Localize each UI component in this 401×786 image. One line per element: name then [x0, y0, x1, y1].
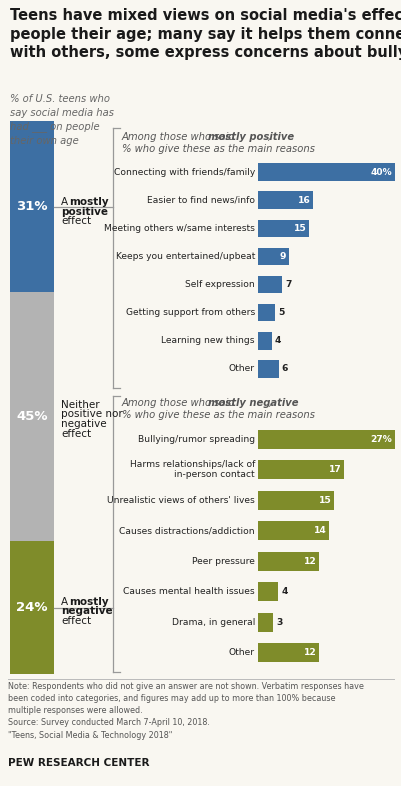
Text: 6: 6 [281, 365, 287, 373]
Bar [257, 248, 288, 265]
Bar [10, 542, 54, 674]
Text: 12: 12 [303, 556, 316, 566]
Text: Keeps you entertained/upbeat: Keeps you entertained/upbeat [115, 252, 254, 261]
Bar [257, 582, 277, 601]
Text: effect: effect [61, 615, 91, 626]
Text: PEW RESEARCH CENTER: PEW RESEARCH CENTER [8, 758, 149, 768]
Bar [257, 276, 281, 293]
Bar [257, 304, 274, 321]
Bar [257, 430, 394, 449]
Bar [257, 643, 318, 662]
Text: Getting support from others: Getting support from others [126, 308, 254, 318]
Text: positive nor: positive nor [61, 409, 122, 419]
Bar [257, 521, 328, 540]
Bar [257, 360, 278, 377]
Text: Connecting with friends/family: Connecting with friends/family [113, 167, 254, 177]
Text: 12: 12 [303, 648, 316, 657]
Text: 31%: 31% [16, 200, 48, 213]
Text: Learning new things: Learning new things [161, 336, 254, 345]
Text: Unrealistic views of others' lives: Unrealistic views of others' lives [107, 496, 254, 505]
Bar [257, 163, 394, 181]
Text: ,: , [268, 398, 271, 408]
Text: 15: 15 [294, 224, 306, 233]
Bar [257, 490, 333, 509]
Text: 27%: 27% [370, 435, 391, 444]
Bar [257, 461, 343, 479]
Bar [10, 292, 54, 542]
Text: Easier to find news/info: Easier to find news/info [147, 196, 254, 204]
Bar [257, 219, 309, 237]
Text: effect: effect [61, 429, 91, 439]
Text: Drama, in general: Drama, in general [171, 618, 254, 626]
Text: 45%: 45% [16, 410, 48, 424]
Text: Bullying/rumor spreading: Bullying/rumor spreading [138, 435, 254, 444]
Text: mostly negative: mostly negative [207, 398, 298, 408]
Text: 24%: 24% [16, 601, 48, 614]
Bar [257, 332, 271, 350]
Text: 4: 4 [281, 587, 287, 597]
Text: Harms relationships/lack of
in-person contact: Harms relationships/lack of in-person co… [129, 460, 254, 479]
Bar [257, 552, 318, 571]
Text: 9: 9 [279, 252, 286, 261]
Text: Neither: Neither [61, 400, 99, 410]
Text: Causes mental health issues: Causes mental health issues [123, 587, 254, 597]
Text: Among those who said: Among those who said [122, 398, 238, 408]
Text: 16: 16 [297, 196, 310, 204]
Text: Causes distractions/addiction: Causes distractions/addiction [119, 527, 254, 535]
Bar [10, 121, 54, 292]
Text: mostly: mostly [69, 597, 108, 607]
Text: Note: Respondents who did not give an answer are not shown. Verbatim responses h: Note: Respondents who did not give an an… [8, 682, 363, 740]
Bar [257, 192, 312, 209]
Text: ,: , [267, 132, 270, 142]
Text: effect: effect [61, 215, 91, 226]
Text: Other: Other [228, 648, 254, 657]
Text: % of U.S. teens who
say social media has
had ___ on people
their own age: % of U.S. teens who say social media has… [10, 94, 114, 145]
Text: Self expression: Self expression [185, 280, 254, 289]
Text: 4: 4 [274, 336, 280, 345]
Text: positive: positive [61, 207, 108, 217]
Text: mostly positive: mostly positive [207, 132, 294, 142]
Text: Among those who said: Among those who said [122, 132, 238, 142]
Text: negative: negative [61, 419, 106, 429]
Text: 14: 14 [313, 527, 326, 535]
Text: 7: 7 [284, 280, 291, 289]
Text: 3: 3 [275, 618, 282, 626]
Text: Peer pressure: Peer pressure [192, 556, 254, 566]
Text: 17: 17 [328, 465, 341, 474]
Text: A: A [61, 196, 71, 207]
Text: A: A [61, 597, 71, 607]
Text: Teens have mixed views on social media's effect on
people their age; many say it: Teens have mixed views on social media's… [10, 8, 401, 61]
Text: mostly: mostly [69, 196, 108, 207]
Text: 5: 5 [277, 308, 284, 318]
Text: % who give these as the main reasons: % who give these as the main reasons [122, 144, 314, 154]
Text: Meeting others w/same interests: Meeting others w/same interests [104, 224, 254, 233]
Text: negative: negative [61, 606, 112, 615]
Text: 40%: 40% [370, 167, 391, 177]
Bar [257, 613, 273, 632]
Text: % who give these as the main reasons: % who give these as the main reasons [122, 410, 314, 420]
Text: Other: Other [228, 365, 254, 373]
Text: 15: 15 [318, 496, 331, 505]
